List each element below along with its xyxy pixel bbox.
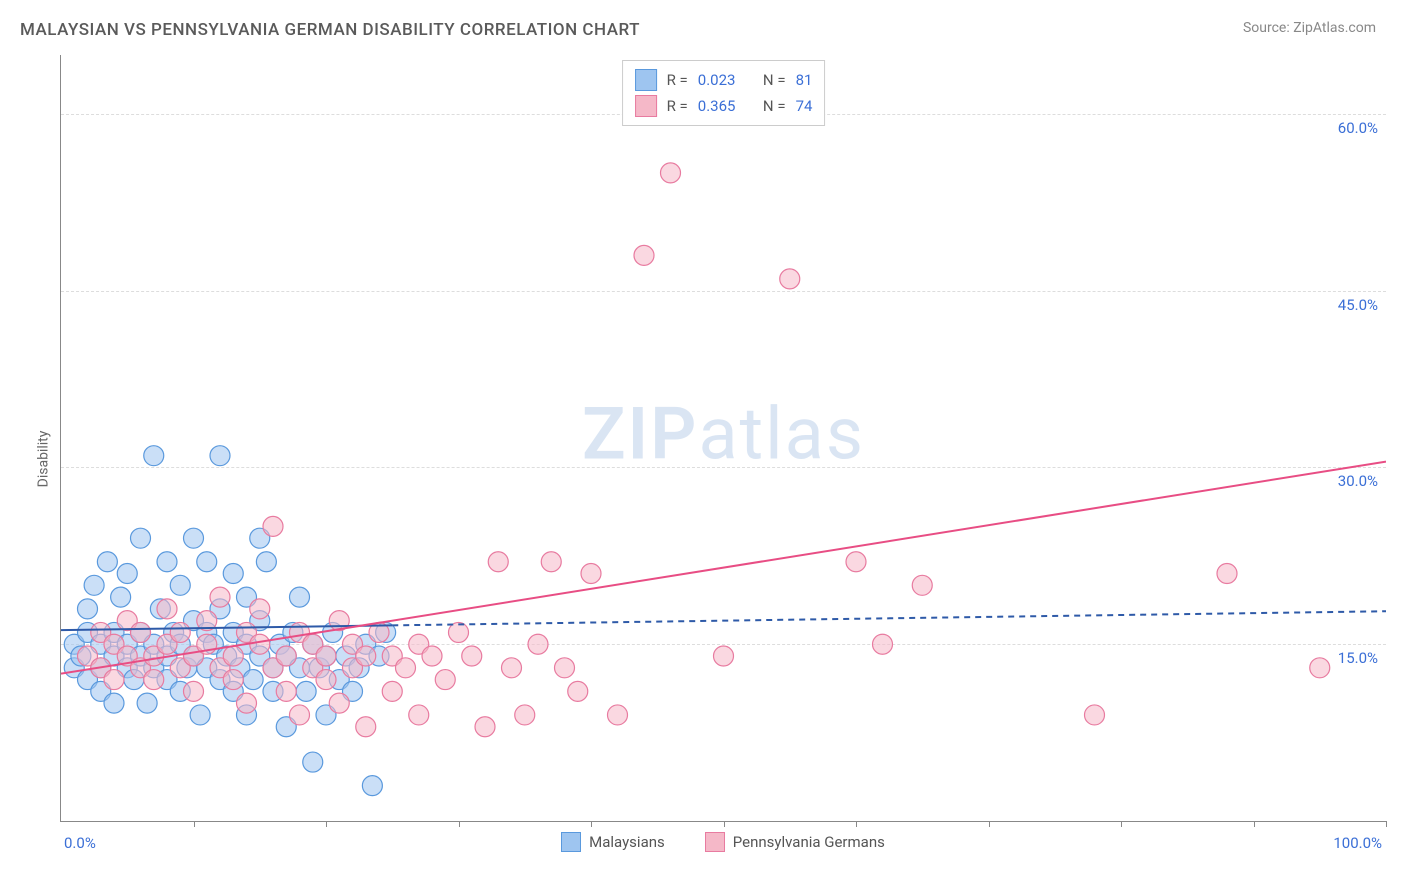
data-point <box>409 705 429 725</box>
data-point <box>290 587 310 607</box>
chart-title: MALAYSIAN VS PENNSYLVANIA GERMAN DISABIL… <box>20 20 640 40</box>
data-point <box>237 693 257 713</box>
data-point <box>362 776 382 796</box>
data-point <box>210 446 230 466</box>
n-label: N = <box>763 97 786 115</box>
stats-row-malaysians: R = 0.023 N = 81 <box>635 67 813 93</box>
data-point <box>1310 658 1330 678</box>
data-point <box>223 564 243 584</box>
data-point <box>422 646 442 666</box>
data-point <box>137 693 157 713</box>
data-point <box>329 693 349 713</box>
data-point <box>435 670 455 690</box>
data-point <box>131 622 151 642</box>
data-point <box>104 670 124 690</box>
data-point <box>263 516 283 536</box>
data-point <box>714 646 734 666</box>
data-point <box>515 705 535 725</box>
bottom-legend: Malaysians Pennsylvania Germans <box>60 832 1386 852</box>
data-point <box>475 717 495 737</box>
data-point <box>846 552 866 572</box>
stats-legend-box: R = 0.023 N = 81 R = 0.365 N = 74 <box>622 60 826 126</box>
data-point <box>608 705 628 725</box>
data-point <box>581 564 601 584</box>
data-point <box>223 670 243 690</box>
data-point <box>78 599 98 619</box>
source-label: Source: ZipAtlas.com <box>1243 20 1376 36</box>
data-point <box>144 670 164 690</box>
swatch-icon <box>635 69 657 91</box>
data-point <box>568 681 588 701</box>
data-point <box>1217 564 1237 584</box>
data-point <box>250 634 270 654</box>
data-point <box>541 552 561 572</box>
r-value: 0.023 <box>698 71 736 89</box>
data-point <box>502 658 522 678</box>
plot-area: R = 0.023 N = 81 R = 0.365 N = 74 ZIPatl… <box>60 55 1386 822</box>
r-label: R = <box>667 97 688 115</box>
data-point <box>223 646 243 666</box>
legend-item-malaysians: Malaysians <box>561 832 665 852</box>
data-point <box>488 552 508 572</box>
chart-container: Disability R = 0.023 N = 81 R = 0.365 N … <box>20 55 1386 862</box>
trend-line-dashed <box>392 611 1386 625</box>
stats-row-pennsylvania-germans: R = 0.365 N = 74 <box>635 93 813 119</box>
data-point <box>1085 705 1105 725</box>
data-point <box>117 564 137 584</box>
data-point <box>190 705 210 725</box>
data-point <box>296 681 316 701</box>
data-point <box>157 599 177 619</box>
n-label: N = <box>763 71 786 89</box>
data-point <box>276 646 296 666</box>
data-point <box>528 634 548 654</box>
data-point <box>555 658 575 678</box>
data-point <box>382 681 402 701</box>
data-point <box>111 587 131 607</box>
data-point <box>356 646 376 666</box>
data-point <box>276 681 296 701</box>
data-point <box>184 528 204 548</box>
data-point <box>634 245 654 265</box>
data-point <box>184 681 204 701</box>
legend-label: Malaysians <box>589 833 665 851</box>
legend-item-pennsylvania-germans: Pennsylvania Germans <box>705 832 885 852</box>
data-point <box>250 599 270 619</box>
swatch-icon <box>705 832 725 852</box>
n-value: 74 <box>796 97 813 115</box>
data-point <box>661 163 681 183</box>
y-axis-label: Disability <box>35 430 51 487</box>
scatter-plot-svg <box>61 55 1386 821</box>
data-point <box>912 575 932 595</box>
r-label: R = <box>667 71 688 89</box>
data-point <box>873 634 893 654</box>
swatch-icon <box>635 95 657 117</box>
data-point <box>210 587 230 607</box>
data-point <box>780 269 800 289</box>
r-value: 0.365 <box>698 97 736 115</box>
legend-label: Pennsylvania Germans <box>733 833 885 851</box>
data-point <box>84 575 104 595</box>
data-point <box>97 552 117 572</box>
data-point <box>157 552 177 572</box>
data-point <box>144 446 164 466</box>
data-point <box>303 752 323 772</box>
n-value: 81 <box>796 71 813 89</box>
data-point <box>316 646 336 666</box>
x-tick <box>1386 821 1387 827</box>
data-point <box>316 670 336 690</box>
data-point <box>396 658 416 678</box>
data-point <box>197 552 217 572</box>
data-point <box>170 622 190 642</box>
data-point <box>131 528 151 548</box>
data-point <box>356 717 376 737</box>
data-point <box>104 693 124 713</box>
data-point <box>290 705 310 725</box>
data-point <box>170 575 190 595</box>
data-point <box>243 670 263 690</box>
data-point <box>462 646 482 666</box>
data-point <box>256 552 276 572</box>
swatch-icon <box>561 832 581 852</box>
